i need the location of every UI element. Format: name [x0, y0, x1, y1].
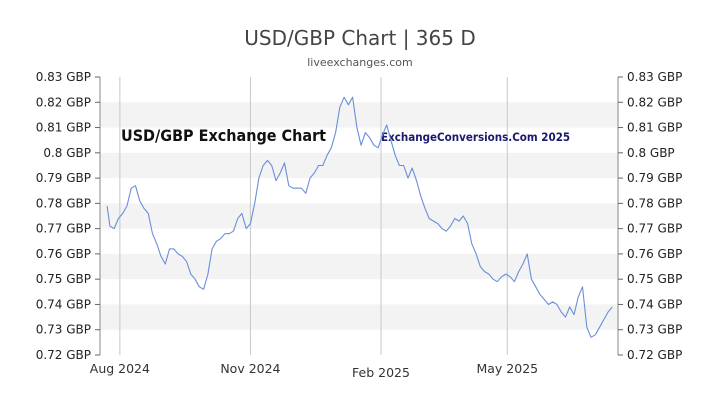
x-tick-label: Nov 2024: [220, 361, 280, 376]
watermark-right: ExchangeConversions.Com 2025: [381, 130, 570, 144]
y-tick-label-right: 0.75 GBP: [627, 272, 682, 286]
y-tick-label-left: 0.74 GBP: [36, 297, 91, 311]
y-tick-label-right: 0.74 GBP: [627, 297, 682, 311]
chart-title: USD/GBP Chart | 365 D: [244, 26, 476, 50]
grid-band: [100, 102, 618, 128]
y-tick-label-right: 0.76 GBP: [627, 247, 682, 261]
series-group: [106, 96, 613, 338]
y-tick-label-left: 0.76 GBP: [36, 247, 91, 261]
chart-subtitle: liveexchanges.com: [307, 56, 413, 69]
y-tick-label-left: 0.72 GBP: [36, 348, 91, 362]
y-tick-label-left: 0.73 GBP: [36, 323, 91, 337]
y-tick-label-left: 0.81 GBP: [36, 121, 91, 135]
grid-band: [100, 253, 618, 280]
y-tick-label-left: 0.82 GBP: [36, 95, 91, 109]
grid-bands: [100, 102, 618, 330]
x-tick-label: Feb 2025: [352, 365, 410, 380]
y-tick-label-right: 0.77 GBP: [627, 222, 682, 236]
y-tick-label-left: 0.78 GBP: [36, 196, 91, 210]
x-tick-label: May 2025: [476, 361, 538, 376]
y-tick-label-right: 0.82 GBP: [627, 95, 682, 109]
x-tick-label: Aug 2024: [90, 361, 150, 376]
x-axis: Aug 2024 Nov 2024 Feb 2025 May 2025: [90, 361, 538, 380]
y-tick-label-right: 0.79 GBP: [627, 171, 682, 185]
y-axis-right: 0.83 GBP 0.82 GBP 0.81 GBP 0.8 GBP 0.79 GBP 0…: [618, 70, 682, 362]
y-tick-label-right: 0.81 GBP: [627, 121, 682, 135]
y-tick-label-right: 0.83 GBP: [627, 70, 682, 84]
series-line: [106, 96, 613, 338]
y-tick-label-left: 0.8 GBP: [43, 146, 91, 160]
grid-band: [100, 203, 618, 229]
y-tick-label-left: 0.75 GBP: [36, 272, 91, 286]
y-tick-label-left: 0.83 GBP: [36, 70, 91, 84]
grid-band: [100, 304, 618, 330]
y-tick-label-left: 0.79 GBP: [36, 171, 91, 185]
y-tick-label-right: 0.73 GBP: [627, 323, 682, 337]
y-tick-label-right: 0.72 GBP: [627, 348, 682, 362]
grid-band: [100, 152, 618, 179]
y-tick-label-right: 0.8 GBP: [627, 146, 675, 160]
watermark-left: USD/GBP Exchange Chart: [121, 126, 326, 145]
y-axis-left: 0.83 GBP 0.82 GBP 0.81 GBP 0.8 GBP 0.79 GBP 0…: [36, 70, 100, 362]
y-tick-label-right: 0.78 GBP: [627, 196, 682, 210]
y-tick-label-left: 0.77 GBP: [36, 222, 91, 236]
axis-lines: [99, 77, 619, 355]
